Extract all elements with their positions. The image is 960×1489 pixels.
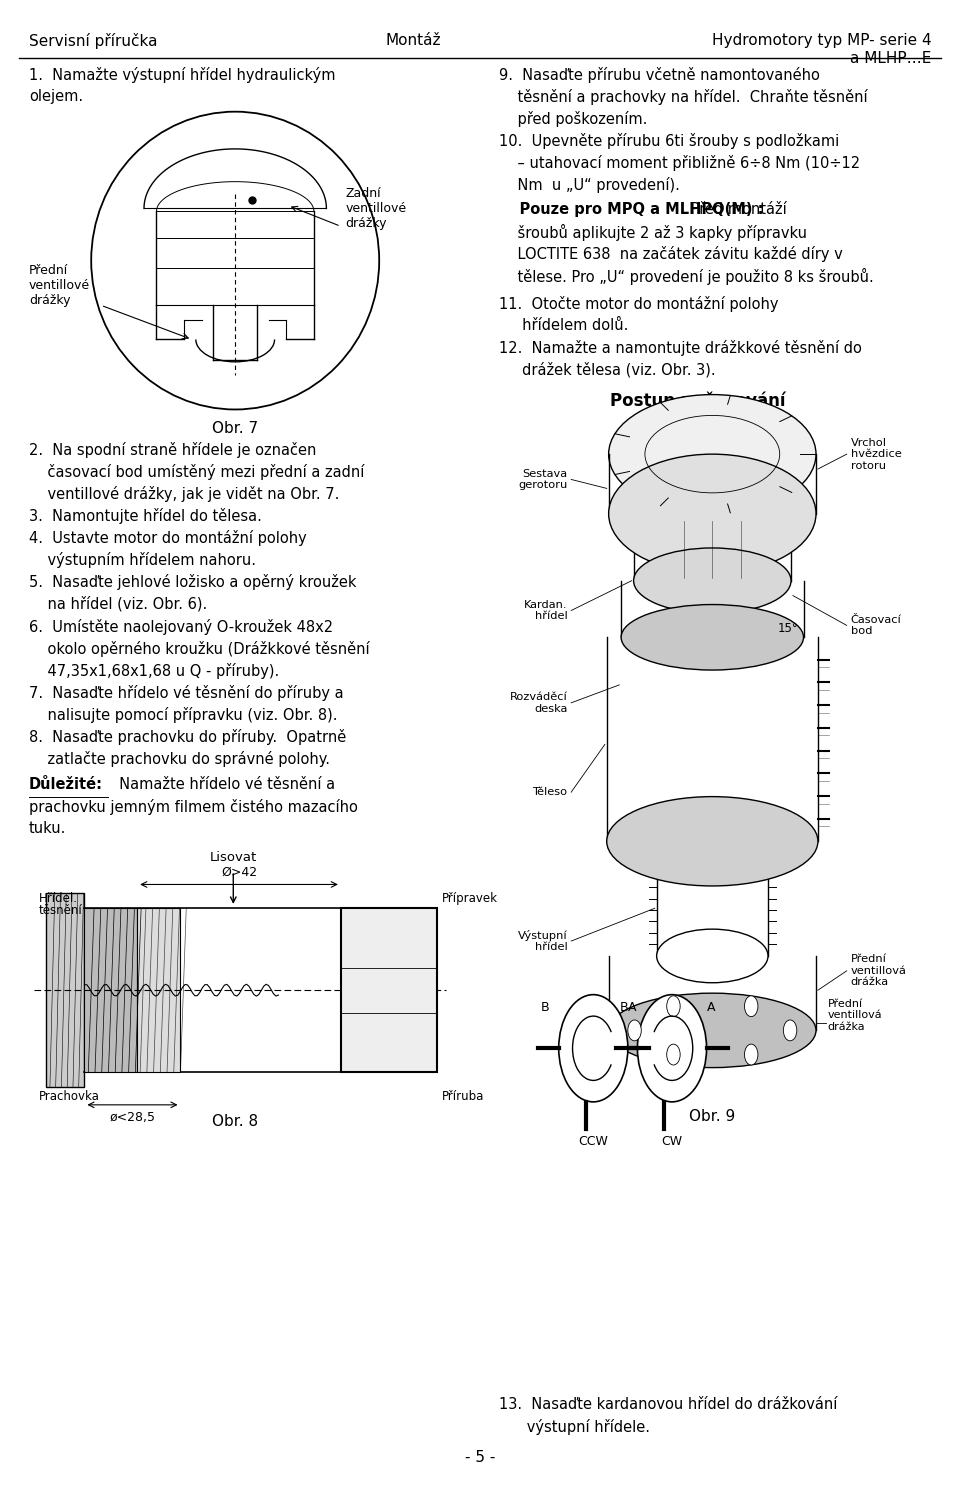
Text: a MLHP…E: a MLHP…E (850, 51, 931, 66)
Text: okolo opěrného kroužku (Drážkkové těsnění: okolo opěrného kroužku (Drážkkové těsněn… (29, 640, 370, 657)
Text: LOCTITE 638  na začátek závitu každé díry v: LOCTITE 638 na začátek závitu každé díry… (499, 246, 843, 262)
Text: Před montáží: Před montáží (686, 203, 787, 217)
Text: těsnění: těsnění (38, 904, 83, 917)
Text: 5.  Nasaďte jehlové ložisko a opěrný kroužek: 5. Nasaďte jehlové ložisko a opěrný krou… (29, 575, 356, 591)
Text: Nm  u „U“ provedení).: Nm u „U“ provedení). (499, 177, 680, 194)
Text: 15°: 15° (778, 622, 799, 634)
Text: Příruba: Příruba (442, 1090, 484, 1103)
Ellipse shape (634, 548, 791, 613)
Text: CCW: CCW (578, 1135, 609, 1148)
Text: Lisovat: Lisovat (209, 850, 257, 864)
Text: Sestava
gerotoru: Sestava gerotoru (518, 469, 567, 490)
Circle shape (666, 1044, 681, 1065)
Text: Postup načasování: Postup načasování (610, 392, 785, 411)
Text: 10.  Upevněte přírubu 6ti šrouby s podložkami: 10. Upevněte přírubu 6ti šrouby s podlož… (499, 133, 839, 149)
Text: Obr. 9: Obr. 9 (689, 1109, 735, 1124)
Text: výstupní hřídele.: výstupní hřídele. (499, 1419, 650, 1435)
Ellipse shape (609, 993, 816, 1068)
Text: 3.  Namontujte hřídel do tělesa.: 3. Namontujte hřídel do tělesa. (29, 508, 262, 524)
Text: Vrchol
hvězdice
rotoru: Vrchol hvězdice rotoru (851, 438, 901, 471)
Text: Přední
ventillové
drážky: Přední ventillové drážky (29, 265, 90, 307)
Text: šroubů aplikujte 2 až 3 kapky přípravku: šroubů aplikujte 2 až 3 kapky přípravku (499, 225, 807, 241)
Ellipse shape (621, 605, 804, 670)
Text: Přední
ventillová
drážka: Přední ventillová drážka (851, 954, 906, 987)
Text: Hřídel.: Hřídel. (38, 892, 78, 905)
Text: hřídelem dolů.: hřídelem dolů. (499, 319, 629, 334)
Text: - 5 -: - 5 - (465, 1450, 495, 1465)
Text: zatlačte prachovku do správné polohy.: zatlačte prachovku do správné polohy. (29, 750, 330, 767)
Circle shape (783, 1020, 797, 1041)
Text: 11.  Otočte motor do montážní polohy: 11. Otočte motor do montážní polohy (499, 296, 779, 313)
Text: tuku.: tuku. (29, 822, 66, 837)
Text: nalisujte pomocí přípravku (viz. Obr. 8).: nalisujte pomocí přípravku (viz. Obr. 8)… (29, 707, 337, 722)
Circle shape (666, 996, 681, 1017)
Text: 12.  Namažte a namontujte drážkkové těsnění do: 12. Namažte a namontujte drážkkové těsně… (499, 341, 862, 356)
Text: 8.  Nasaďte prachovku do příruby.  Opatrně: 8. Nasaďte prachovku do příruby. Opatrně (29, 728, 346, 744)
Text: – utahovací moment přibližně 6÷8 Nm (10÷12: – utahovací moment přibližně 6÷8 Nm (10÷… (499, 155, 860, 171)
Text: A: A (708, 1001, 715, 1014)
Circle shape (559, 995, 628, 1102)
Text: Důležité:: Důležité: (29, 777, 103, 792)
Text: časovací bod umístěný mezi přední a zadní: časovací bod umístěný mezi přední a zadn… (29, 465, 364, 481)
Bar (341, 908, 437, 1072)
Text: 47,35x1,68x1,68 u Q - příruby).: 47,35x1,68x1,68 u Q - příruby). (29, 663, 279, 679)
Text: Kardan.
hřídel: Kardan. hřídel (524, 600, 567, 621)
Text: drážek tělesa (viz. Obr. 3).: drážek tělesa (viz. Obr. 3). (499, 362, 716, 378)
Text: 13.  Nasaďte kardanovou hřídel do drážkování: 13. Nasaďte kardanovou hřídel do drážkov… (499, 1397, 837, 1412)
Text: ø<28,5: ø<28,5 (109, 1111, 156, 1124)
Text: 6.  Umístěte naolejovaný O-kroužek 48x2: 6. Umístěte naolejovaný O-kroužek 48x2 (29, 618, 333, 634)
Ellipse shape (607, 797, 818, 886)
Text: Prachovka: Prachovka (38, 1090, 99, 1103)
Text: Zadní
ventillové
drážky: Zadní ventillové drážky (346, 188, 407, 229)
Text: výstupním hřídelem nahoru.: výstupním hřídelem nahoru. (29, 552, 255, 569)
Text: Servisní příručka: Servisní příručka (29, 33, 157, 49)
Text: Přední
ventillová
drážka: Přední ventillová drážka (828, 999, 882, 1032)
Text: Montáž: Montáž (385, 33, 441, 48)
Text: Přípravek: Přípravek (442, 892, 497, 905)
Text: Ø>42: Ø>42 (221, 865, 257, 879)
Circle shape (637, 995, 707, 1102)
Text: 2.  Na spodní straně hřídele je označen: 2. Na spodní straně hřídele je označen (29, 442, 316, 459)
Text: na hřídel (viz. Obr. 6).: na hřídel (viz. Obr. 6). (29, 597, 207, 612)
Circle shape (744, 996, 758, 1017)
Text: 1.  Namažte výstupní hřídel hydraulickým: 1. Namažte výstupní hřídel hydraulickým (29, 67, 335, 83)
Bar (84, 908, 137, 1072)
Text: Výstupní
hřídel: Výstupní hřídel (517, 929, 567, 953)
Text: CW: CW (661, 1135, 683, 1148)
Text: Časovací
bod: Časovací bod (851, 615, 901, 636)
Text: Namažte hřídelo vé těsnění a: Namažte hřídelo vé těsnění a (110, 777, 336, 792)
Bar (46, 893, 84, 1087)
Text: před poškozením.: před poškozením. (499, 112, 648, 127)
Text: Rozváděcí
deska: Rozváděcí deska (510, 692, 567, 713)
Text: Pouze pro MPQ a MLHPQ(M) :: Pouze pro MPQ a MLHPQ(M) : (499, 203, 764, 217)
Text: tělese. Pro „U“ provedení je použito 8 ks šroubů.: tělese. Pro „U“ provedení je použito 8 k… (499, 268, 874, 286)
Text: 4.  Ustavte motor do montážní polohy: 4. Ustavte motor do montážní polohy (29, 530, 306, 546)
Text: Obr. 8: Obr. 8 (212, 1114, 258, 1129)
Ellipse shape (609, 454, 816, 573)
Text: B: B (620, 1001, 628, 1014)
Text: A: A (629, 1001, 636, 1014)
Text: ventillové drážky, jak je vidět na Obr. 7.: ventillové drážky, jak je vidět na Obr. … (29, 487, 339, 502)
Circle shape (628, 1020, 641, 1041)
Text: těsnění a prachovky na hřídel.  Chraňte těsnění: těsnění a prachovky na hřídel. Chraňte t… (499, 89, 868, 106)
Text: B: B (541, 1001, 549, 1014)
Circle shape (744, 1044, 758, 1065)
Text: 9.  Nasaďte přírubu včetně namontovaného: 9. Nasaďte přírubu včetně namontovaného (499, 67, 820, 83)
Text: 7.  Nasaďte hřídelo vé těsnění do příruby a: 7. Nasaďte hřídelo vé těsnění do příruby… (29, 685, 344, 701)
Text: Těleso: Těleso (532, 788, 567, 797)
Ellipse shape (609, 395, 816, 514)
Text: olejem.: olejem. (29, 89, 83, 104)
Text: Obr. 7: Obr. 7 (212, 421, 258, 436)
Ellipse shape (657, 929, 768, 983)
Text: prachovku jemným filmem čistého mazacího: prachovku jemným filmem čistého mazacího (29, 800, 358, 816)
Bar (137, 908, 180, 1072)
Text: Hydromotory typ MP- serie 4: Hydromotory typ MP- serie 4 (711, 33, 931, 48)
